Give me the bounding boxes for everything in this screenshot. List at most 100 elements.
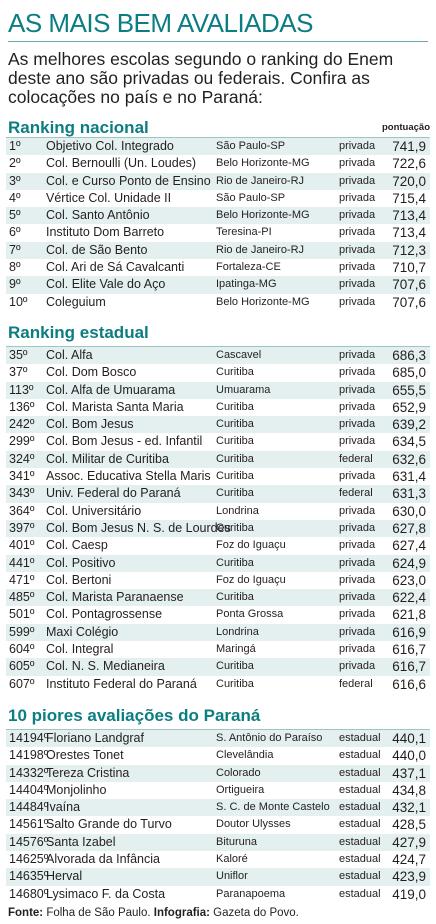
city-cell: S. Antônio do Paraíso [216, 732, 323, 744]
score-column-label: pontuação [381, 122, 430, 133]
score-cell: 624,9 [392, 555, 426, 571]
type-cell: estadual [339, 853, 381, 866]
school-name-cell: Col. Marista Paranaense [46, 590, 184, 605]
score-cell: 713,4 [392, 208, 426, 224]
type-cell: privada [339, 504, 376, 517]
city-cell: Curitiba [216, 418, 254, 431]
city-cell: Londrina [216, 504, 259, 517]
table-row: 401º Col. Caesp Foz do Iguaçu privada 627,4 [6, 537, 430, 554]
type-cell: privada [339, 261, 376, 274]
city-cell: Curitiba [216, 435, 254, 448]
rank-cell: 14404º [9, 782, 49, 797]
school-name-cell: Coleguium [46, 294, 106, 309]
type-cell: privada [339, 625, 376, 638]
rank-cell: 8º [9, 260, 21, 275]
city-cell: Teresina-PI [216, 226, 272, 239]
table-row: 7º Col. de São Bento Rio de Janeiro-RJ priv… [6, 241, 430, 260]
rank-cell: 9º [9, 277, 21, 292]
city-cell: Bituruna [216, 835, 257, 848]
school-name-cell: Instituto Federal do Paraná [46, 676, 197, 691]
city-cell: Londrina [216, 625, 259, 638]
rank-cell: 3º [9, 173, 21, 188]
score-cell: 616,9 [392, 624, 426, 640]
table-row: 14635º Herval Uniflor estadual 423,9 [6, 868, 430, 886]
school-name-cell: Col. Bom Jesus N. S. de Lourdes [46, 520, 231, 535]
title-divider [8, 41, 428, 42]
type-cell: estadual [339, 801, 381, 814]
infographic-label: Infografia: [150, 907, 210, 919]
table-row: 10º Coleguium Belo Horizonte-MG privada 707,… [6, 294, 430, 311]
type-cell: privada [339, 608, 376, 621]
type-cell: federal [339, 487, 373, 500]
worst-table: 14194º Floriano Landgraf S. Antônio do Par… [6, 729, 430, 903]
table-row: 5º Col. Santo Antônio Belo Horizonte-MG pri… [6, 207, 430, 225]
score-cell: 715,4 [392, 190, 426, 206]
table-row: 113º Col. Alfa de Umuarama Umuarama privada… [6, 381, 430, 399]
city-cell: Rio de Janeiro-RJ [216, 243, 305, 256]
table-row: 599º Maxi Colégio Londrina privada 616,9 [6, 623, 430, 642]
source-credit: Fonte: Folha de São Paulo. Infografia: G… [8, 907, 299, 919]
score-cell: 622,4 [392, 590, 426, 606]
score-cell: 434,8 [392, 782, 426, 798]
rank-cell: 1º [9, 139, 21, 153]
table-row: 441º Col. Positivo Curitiba privada 624,9 [6, 554, 430, 572]
school-name-cell: Col. Santo Antônio [46, 208, 150, 223]
type-cell: privada [339, 521, 376, 534]
type-cell: privada [339, 157, 376, 170]
type-cell: estadual [339, 887, 381, 900]
school-name-cell: Col. Marista Santa Maria [46, 399, 184, 414]
type-cell: privada [339, 556, 376, 569]
table-row: 37º Col. Dom Bosco Curitiba privada 685,0 [6, 364, 430, 381]
school-name-cell: Floriano Landgraf [46, 731, 144, 745]
city-cell: S. C. de Monte Castelo [216, 801, 330, 814]
city-cell: Curitiba [216, 591, 254, 604]
city-cell: Ipatinga-MG [216, 278, 277, 291]
school-name-cell: Col. Caesp [46, 538, 108, 553]
rank-cell: 471º [9, 572, 35, 587]
table-row: 136º Col. Marista Santa Maria Curitiba priv… [6, 399, 430, 416]
score-cell: 432,1 [392, 800, 426, 816]
city-cell: Clevelândia [216, 749, 274, 762]
city-cell: Umuarama [216, 383, 271, 396]
school-name-cell: Univ. Federal do Paraná [46, 486, 181, 501]
rank-cell: 136º [9, 399, 35, 414]
school-name-cell: Col. Elite Vale do Aço [46, 277, 166, 292]
score-cell: 741,9 [392, 139, 426, 154]
city-cell: São Paulo-SP [216, 191, 286, 204]
type-cell: estadual [339, 818, 381, 831]
score-cell: 634,5 [392, 434, 426, 450]
type-cell: federal [339, 452, 373, 465]
score-cell: 652,9 [392, 399, 426, 415]
table-row: 604º Col. Integral Maringá privada 616,7 [6, 641, 430, 658]
score-cell: 722,6 [392, 156, 426, 172]
school-name-cell: Santa Izabel [46, 834, 116, 849]
national-heading: Ranking nacional [8, 118, 149, 137]
table-row: 607º Instituto Federal do Paraná Curitiba f… [6, 676, 430, 693]
city-cell: Ponta Grossa [216, 608, 284, 621]
table-row: 242º Col. Bom Jesus Curitiba privada 639,2 [6, 416, 430, 434]
school-name-cell: Col. Bom Jesus - ed. Infantil [46, 434, 203, 449]
rank-cell: 14194º [9, 731, 49, 745]
type-cell: privada [339, 366, 376, 379]
school-name-cell: Objetivo Col. Integrado [46, 139, 174, 153]
table-row: 3º Col. e Curso Ponto de Ensino Rio de Jan… [6, 172, 430, 190]
city-cell: Curitiba [216, 452, 254, 465]
rank-cell: 14625º [9, 852, 49, 867]
table-row: 364º Col. Universitário Londrina privada 630… [6, 503, 430, 520]
school-name-cell: Col. Universitário [46, 503, 142, 518]
school-name-cell: Herval [46, 869, 83, 884]
school-name-cell: Assoc. Educativa Stella Maris [46, 469, 211, 484]
school-name-cell: Col. Pontagrossense [46, 607, 163, 622]
school-name-cell: Col. Positivo [46, 555, 116, 570]
table-row: 343º Univ. Federal do Paraná Curitiba feder… [6, 485, 430, 503]
rank-cell: 14561º [9, 817, 49, 832]
intro-text: As melhores escolas segundo o ranking do… [8, 49, 394, 107]
school-name-cell: Orestes Tonet [46, 748, 124, 763]
city-cell: Belo Horizonte-MG [216, 157, 310, 170]
score-cell: 424,7 [392, 852, 426, 868]
national-table: 1º Objetivo Col. Integrado São Paulo-SP pri… [6, 137, 430, 311]
rank-cell: 364º [9, 503, 35, 518]
school-name-cell: Tereza Cristina [46, 765, 130, 780]
infographic-value: Gazeta do Povo. [209, 907, 299, 919]
type-cell: estadual [339, 766, 381, 779]
